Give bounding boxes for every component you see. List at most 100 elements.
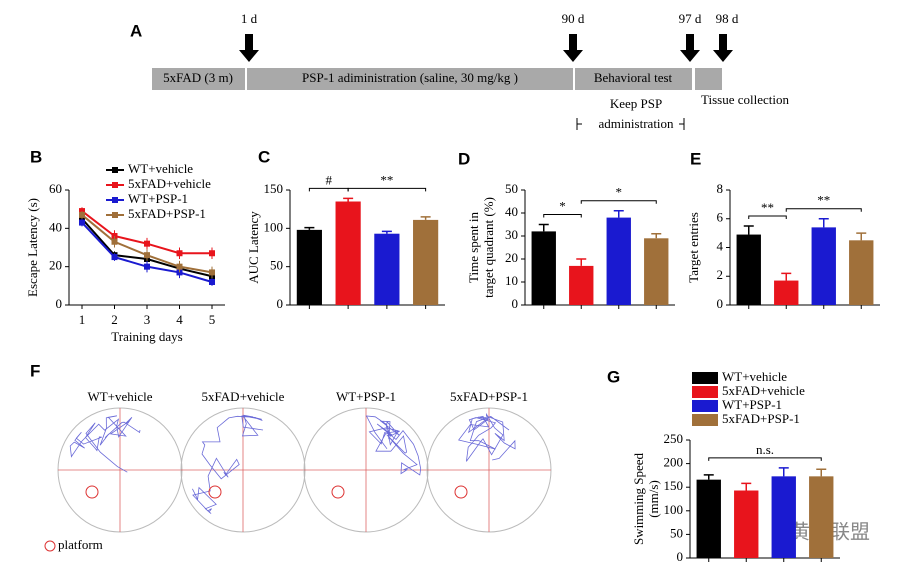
bar (771, 476, 796, 558)
legend-marker (112, 197, 118, 203)
y-axis-label: Time spent in (466, 211, 481, 283)
bar (606, 217, 631, 305)
error-bar (576, 258, 587, 266)
y-tick-label: 0 (717, 296, 724, 311)
y-tick-label: 0 (277, 296, 284, 311)
group-label: 5xFAD+vehicle (202, 389, 285, 404)
platform (208, 485, 222, 499)
day-label: 1 d (241, 11, 258, 26)
legend-label: WT+PSP-1 (722, 397, 782, 412)
y-tick-label: 40 (49, 219, 62, 234)
segment (695, 68, 722, 90)
segment (247, 68, 573, 90)
sig-label: ** (817, 193, 830, 208)
panel-letter: C (258, 147, 270, 166)
x-tick-label: 4 (176, 312, 183, 327)
sig-label: * (616, 185, 623, 200)
panel-letter: G (607, 367, 620, 386)
legend-swatch (692, 372, 718, 384)
y-tick-label: 250 (664, 431, 684, 446)
x-tick-label: 1 (79, 312, 86, 327)
bar (734, 490, 759, 558)
y-tick-label: 20 (49, 258, 62, 273)
panel-letter: F (30, 361, 40, 380)
sig-label: * (559, 198, 566, 213)
legend-marker (112, 182, 118, 188)
legend-marker (112, 212, 118, 218)
y-tick-label: 50 (505, 181, 518, 196)
day-label: 98 d (716, 11, 739, 26)
legend-label: 5xFAD+vehicle (128, 176, 211, 191)
sig-bracket (308, 187, 349, 192)
y-tick-label: 0 (677, 549, 684, 564)
sig-bracket (748, 215, 787, 219)
bar (696, 479, 721, 558)
bar (736, 234, 761, 305)
error-bar (816, 468, 827, 477)
group-label: WT+PSP-1 (336, 389, 396, 404)
arrows (239, 34, 733, 62)
sig-label: ** (761, 200, 774, 215)
bracket (576, 118, 685, 130)
legend-label: WT+vehicle (722, 369, 787, 384)
bar (809, 476, 834, 558)
group-label: 5xFAD+PSP-1 (450, 389, 528, 404)
x-axis-label: Training days (111, 329, 182, 344)
error-bar (304, 226, 315, 230)
point (79, 219, 85, 226)
legend-marker (112, 167, 118, 173)
bar (413, 219, 439, 305)
panel-letter: D (458, 149, 470, 168)
sig-bracket (543, 214, 582, 218)
y-tick-label: 30 (505, 227, 518, 242)
keep-label: Keep PSP (610, 96, 662, 111)
legend-swatch (692, 414, 718, 426)
x-tick-label: 3 (144, 312, 151, 327)
legend-swatch (692, 400, 718, 412)
trajectory (365, 415, 422, 476)
bar (335, 201, 361, 305)
panel-letter: E (690, 149, 701, 168)
platform (454, 485, 468, 499)
x-tick-label: 2 (111, 312, 118, 327)
error-bar (778, 467, 789, 477)
sig-label: n.s. (756, 442, 774, 457)
point (144, 252, 150, 259)
y-axis-label: target quadrant (%) (481, 197, 496, 298)
segment-label: PSP-1 adiministration (saline, 30 mg/kg … (302, 70, 518, 85)
legend-label: WT+vehicle (128, 161, 193, 176)
y-tick-label: 20 (505, 250, 518, 265)
bar (644, 238, 669, 305)
y-tick-label: 0 (512, 296, 519, 311)
y-axis-label: (mm/s) (646, 480, 661, 518)
y-tick-label: 50 (270, 258, 283, 273)
legend-label: 5xFAD+vehicle (722, 383, 805, 398)
platform (331, 485, 345, 499)
legend-label: 5xFAD+PSP-1 (722, 411, 800, 426)
point (144, 263, 150, 270)
y-tick-label: 6 (717, 210, 724, 225)
error-bar (651, 232, 662, 239)
error-bar (343, 197, 354, 202)
point (111, 238, 118, 245)
sig-bracket (785, 208, 862, 212)
error-bar (741, 482, 752, 491)
y-tick-label: 60 (49, 181, 62, 196)
y-tick-label: 4 (717, 238, 724, 253)
y-tick-label: 8 (717, 181, 724, 196)
sig-label: ** (380, 172, 393, 187)
y-tick-label: 150 (664, 478, 684, 493)
point (209, 269, 215, 276)
segment-label: 5xFAD (3 m) (163, 70, 233, 85)
error-bar (743, 225, 754, 235)
bar (849, 240, 874, 305)
point (79, 211, 85, 218)
platform-label: platform (58, 537, 103, 552)
y-axis-label: Swimming Speed (631, 452, 646, 545)
bar (374, 233, 400, 305)
trajectory (458, 412, 516, 462)
y-tick-label: 2 (717, 267, 724, 282)
bar (811, 227, 836, 305)
error-bar (538, 223, 549, 232)
day-label: 97 d (679, 11, 702, 26)
